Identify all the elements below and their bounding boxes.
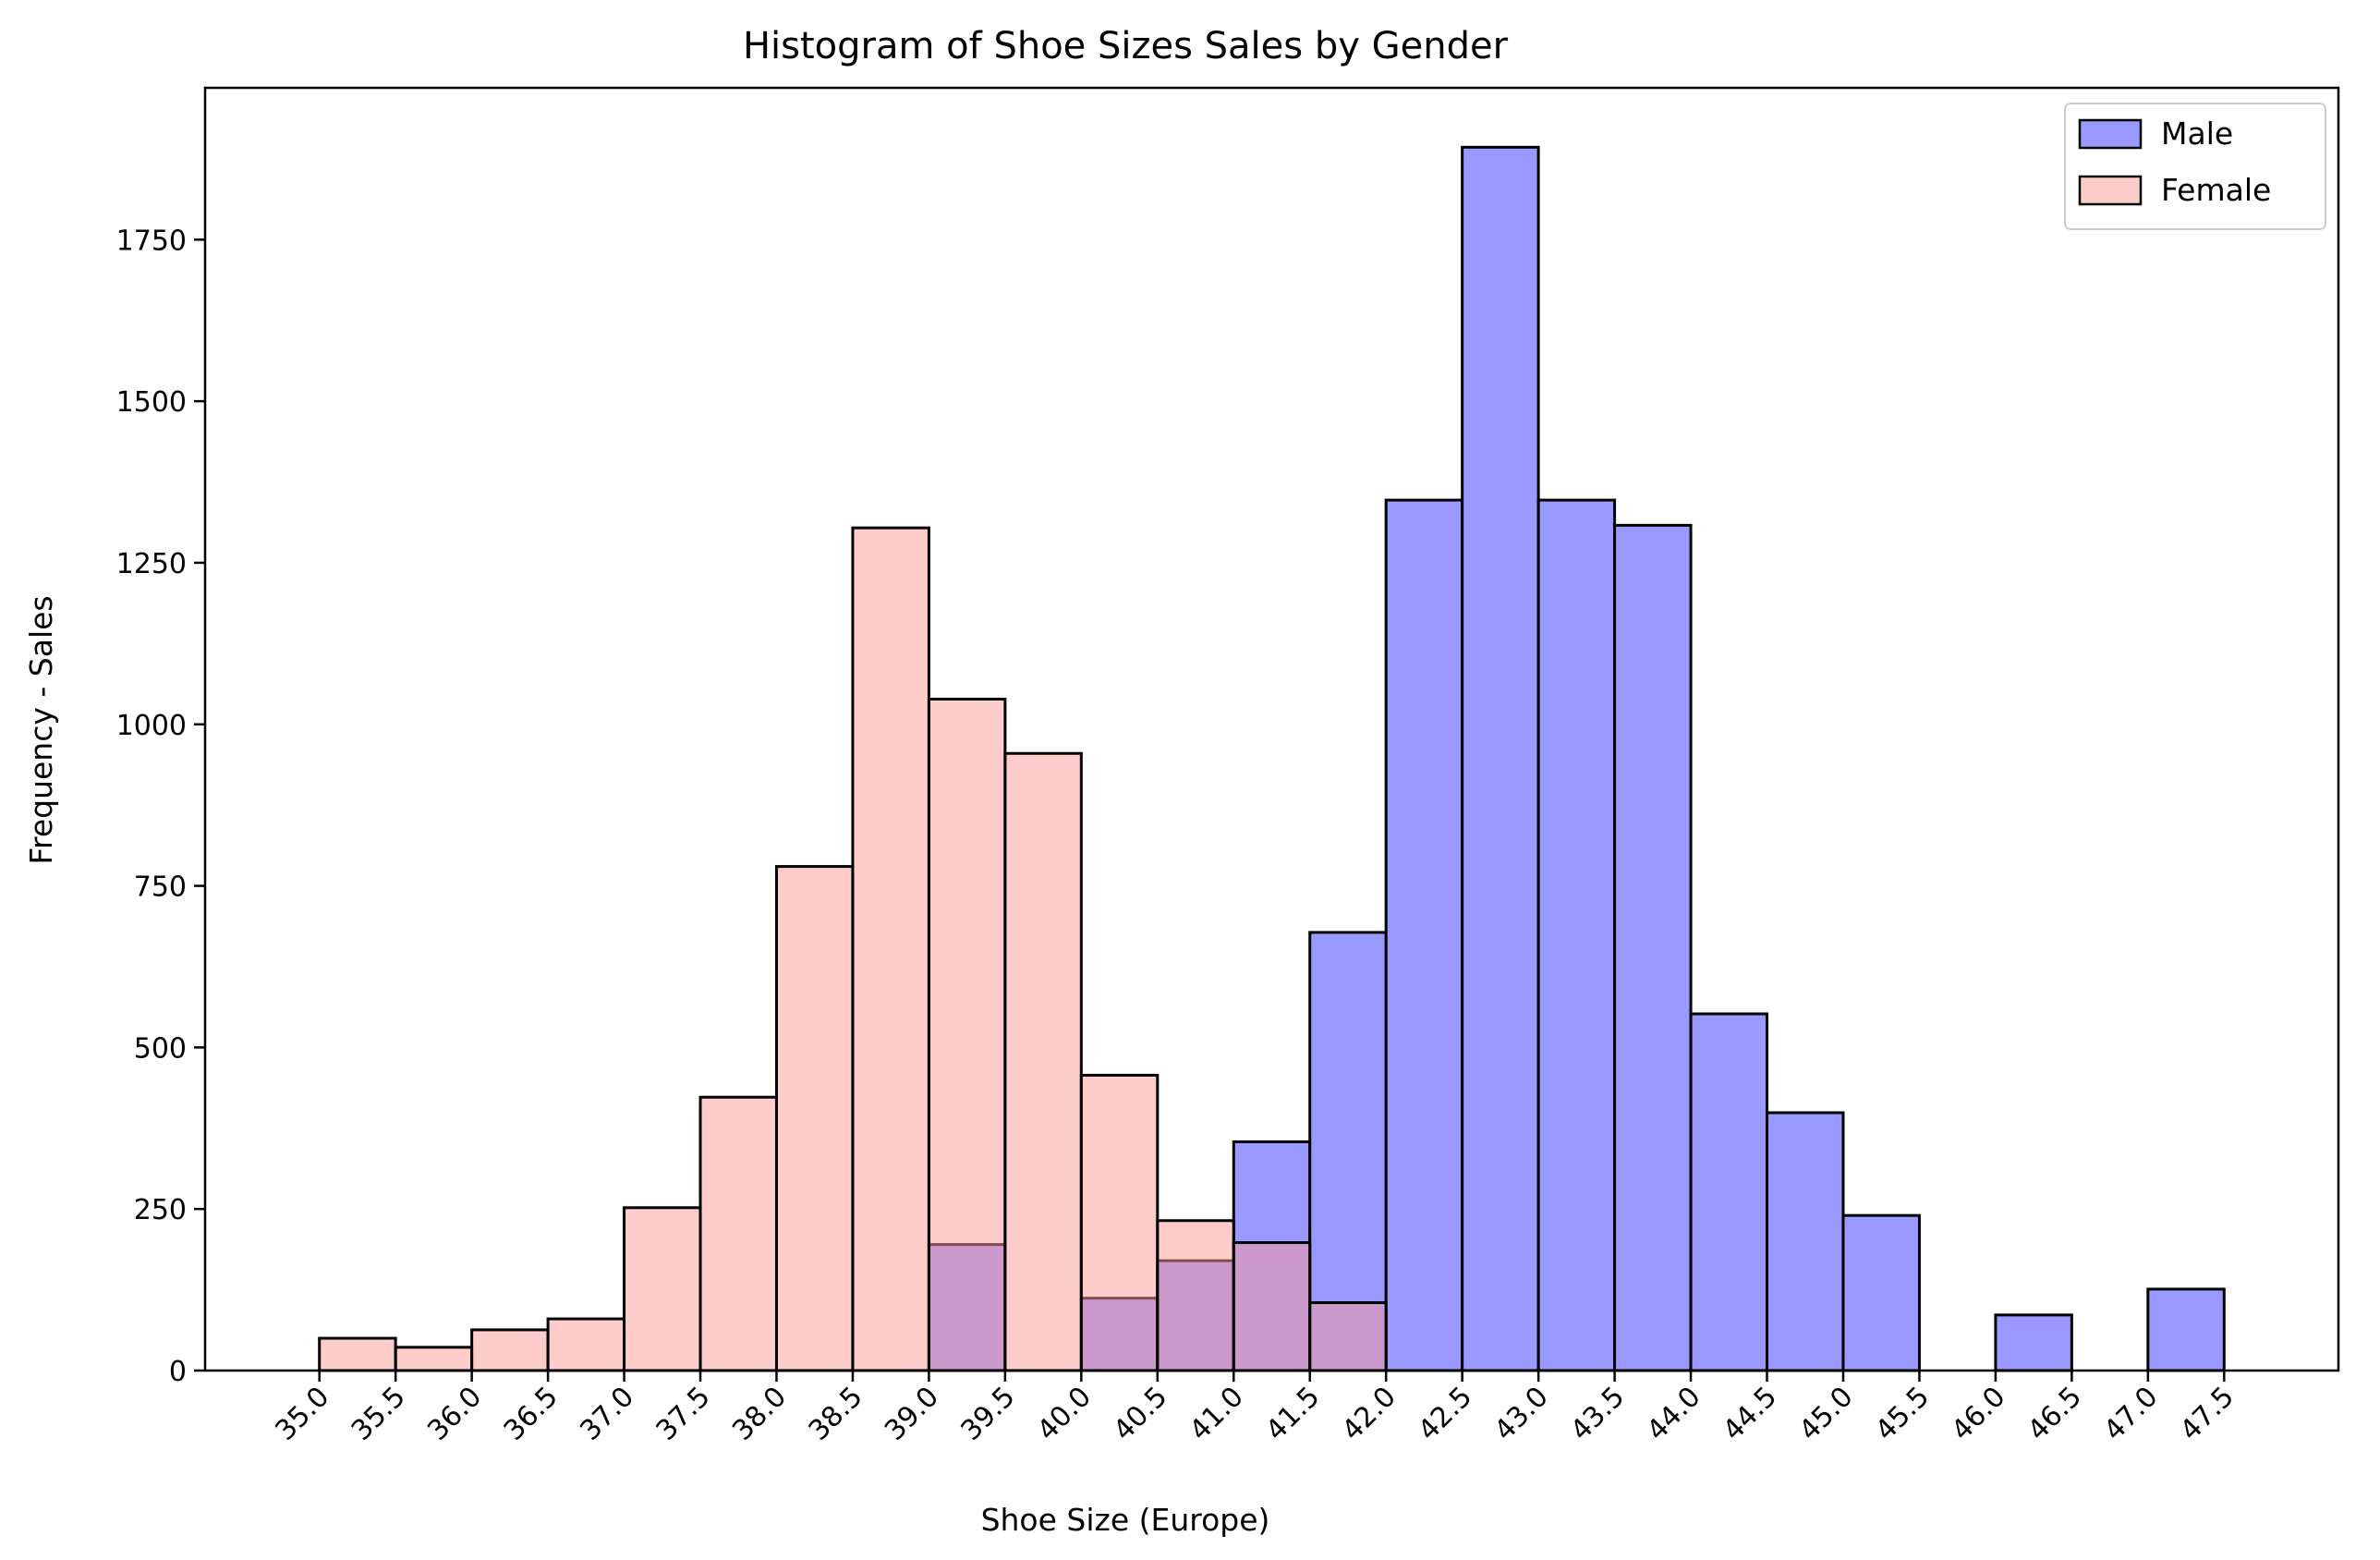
- bar-male-43.5: [1613, 523, 1693, 1372]
- bar-female-38.5: [851, 526, 930, 1372]
- y-tick-label: 500: [134, 1032, 187, 1065]
- legend-swatch-male: [2078, 118, 2143, 150]
- bar-female-41.0: [1232, 1241, 1312, 1372]
- y-tick-label: 1750: [116, 225, 187, 257]
- legend: Male Female: [2064, 103, 2326, 230]
- bar-male-44.5: [1766, 1111, 1845, 1372]
- y-tick-label: 250: [134, 1194, 187, 1226]
- bar-male-46.0: [1994, 1313, 2073, 1372]
- y-tick-label: 0: [169, 1356, 187, 1388]
- plot-bars: [318, 145, 2226, 1372]
- legend-label-male: Male: [2161, 116, 2233, 152]
- plot-frame: [203, 86, 2340, 1372]
- bar-female-37.0: [623, 1206, 702, 1372]
- bar-female-38.0: [774, 865, 855, 1372]
- y-axis-label: Frequency - Sales: [23, 595, 59, 864]
- bar-male-43.0: [1536, 498, 1617, 1372]
- bar-female-37.5: [698, 1095, 778, 1372]
- series-female: [318, 526, 1388, 1372]
- bar-female-39.5: [1003, 751, 1083, 1372]
- y-tick-label: 1250: [116, 548, 187, 580]
- bar-female-35.5: [394, 1346, 474, 1372]
- bar-female-35.0: [318, 1336, 397, 1372]
- bar-male-42.5: [1461, 145, 1540, 1372]
- legend-swatch-female: [2078, 175, 2143, 206]
- bar-female-36.0: [470, 1328, 550, 1372]
- bar-female-40.0: [1079, 1073, 1160, 1372]
- y-tick-label: 1500: [116, 386, 187, 419]
- bar-female-40.5: [1156, 1219, 1235, 1372]
- bar-male-47.0: [2146, 1287, 2226, 1372]
- y-tick-label: 1000: [116, 710, 187, 742]
- x-axis-label: Shoe Size (Europe): [981, 1502, 1270, 1538]
- legend-label-female: Female: [2161, 172, 2271, 208]
- bar-male-42.0: [1384, 498, 1464, 1372]
- bar-female-36.5: [546, 1317, 626, 1372]
- bar-female-39.0: [927, 697, 1007, 1372]
- chart-title: Histogram of Shoe Sizes Sales by Gender: [743, 25, 1509, 67]
- y-tick-label: 750: [134, 871, 187, 904]
- bar-male-44.0: [1689, 1012, 1769, 1372]
- bar-female-41.5: [1308, 1301, 1388, 1372]
- bar-male-45.0: [1841, 1213, 1921, 1372]
